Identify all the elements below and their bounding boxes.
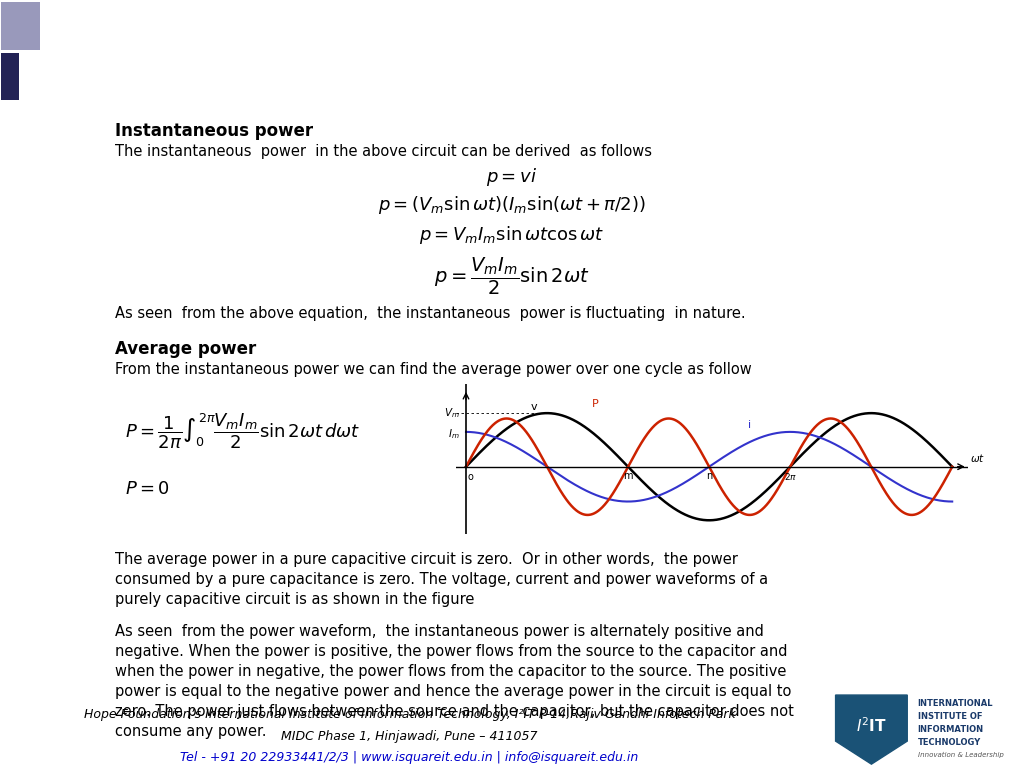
Text: $p = \dfrac{V_m I_m}{2} \sin 2\omega t$: $p = \dfrac{V_m I_m}{2} \sin 2\omega t$ (434, 256, 590, 297)
Text: purely capacitive circuit is as shown in the figure: purely capacitive circuit is as shown in… (115, 591, 474, 607)
Text: i: i (749, 420, 752, 430)
Text: TECHNOLOGY: TECHNOLOGY (918, 738, 981, 747)
Text: Instantaneous power: Instantaneous power (115, 121, 313, 140)
Text: As seen  from the power waveform,  the instantaneous power is alternately positi: As seen from the power waveform, the ins… (115, 624, 764, 639)
Text: $P = 0$: $P = 0$ (125, 480, 170, 498)
Text: INSTITUTE OF: INSTITUTE OF (918, 712, 982, 721)
Text: $I^2$IT: $I^2$IT (856, 717, 887, 735)
Text: consumed by a pure capacitance is zero. The voltage, current and power waveforms: consumed by a pure capacitance is zero. … (115, 571, 768, 587)
Text: Tel - +91 20 22933441/2/3 | www.isquareit.edu.in | info@isquareit.edu.in: Tel - +91 20 22933441/2/3 | www.isquarei… (180, 751, 639, 764)
Bar (1, 53, 19, 100)
Text: $p = (V_m \sin \omega t)(I_m \sin(\omega t + \pi / 2))$: $p = (V_m \sin \omega t)(I_m \sin(\omega… (378, 194, 646, 216)
Text: v: v (530, 402, 538, 412)
Text: P: P (592, 399, 599, 409)
Text: INFORMATION: INFORMATION (918, 725, 984, 734)
Text: From the instantaneous power we can find the average power over one cycle as fol: From the instantaneous power we can find… (115, 362, 752, 376)
Text: $I_m$: $I_m$ (449, 428, 460, 442)
Text: Hope Foundation’s International Institute of Information Technology, I²IT P-14,R: Hope Foundation’s International Institut… (84, 708, 735, 721)
Polygon shape (836, 695, 907, 764)
Bar (1, 2, 40, 50)
Text: m: m (624, 471, 633, 481)
Text: o: o (468, 472, 473, 482)
Text: when the power in negative, the power flows from the capacitor to the source. Th: when the power in negative, the power fl… (115, 664, 786, 679)
Text: Innovation & Leadership: Innovation & Leadership (918, 752, 1004, 758)
Text: The average power in a pure capacitive circuit is zero.  Or in other words,  the: The average power in a pure capacitive c… (115, 551, 738, 567)
Text: Average power: Average power (115, 339, 256, 358)
Text: power is equal to the negative power and hence the average power in the circuit : power is equal to the negative power and… (115, 684, 792, 699)
Text: MIDC Phase 1, Hinjawadi, Pune – 411057: MIDC Phase 1, Hinjawadi, Pune – 411057 (282, 730, 538, 743)
Text: $P = \dfrac{1}{2\pi} \int_0^{2\pi} \dfrac{V_m I_m}{2} \sin 2\omega t\, d\omega t: $P = \dfrac{1}{2\pi} \int_0^{2\pi} \dfra… (125, 412, 360, 451)
Text: $p = vi$: $p = vi$ (486, 166, 538, 187)
Text: zero. The power just flows between the source and the capacitor, but the capacit: zero. The power just flows between the s… (115, 703, 794, 719)
Text: negative. When the power is positive, the power flows from the source to the cap: negative. When the power is positive, th… (115, 644, 787, 659)
Text: INTERNATIONAL: INTERNATIONAL (918, 699, 993, 708)
Text: As seen  from the above equation,  the instantaneous  power is fluctuating  in n: As seen from the above equation, the ins… (115, 306, 745, 321)
Text: $\omega t$: $\omega t$ (971, 452, 985, 464)
Text: n: n (706, 471, 713, 481)
Text: $p = V_m I_m \sin \omega t \cos \omega t$: $p = V_m I_m \sin \omega t \cos \omega t… (419, 223, 605, 246)
Text: consume any power.: consume any power. (115, 723, 266, 739)
Text: $V_m$: $V_m$ (444, 406, 460, 420)
Text: $2\pi$: $2\pi$ (783, 471, 797, 482)
Text: The instantaneous  power  in the above circuit can be derived  as follows: The instantaneous power in the above cir… (115, 144, 652, 159)
Text: AC circuit with Pure Capacitance: AC circuit with Pure Capacitance (56, 31, 779, 73)
